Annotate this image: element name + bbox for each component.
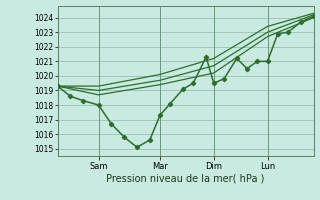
X-axis label: Pression niveau de la mer( hPa ): Pression niveau de la mer( hPa ) (107, 173, 265, 183)
